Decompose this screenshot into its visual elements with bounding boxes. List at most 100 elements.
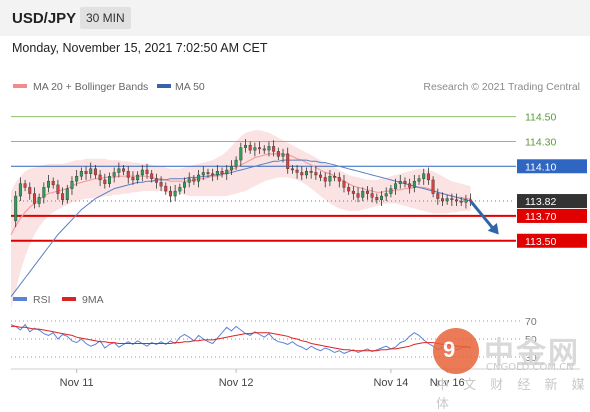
candle-body <box>197 174 201 182</box>
current-price-tag <box>517 194 587 209</box>
instrument-title: USD/JPY <box>12 10 77 27</box>
candle-body <box>51 180 55 186</box>
candle-body <box>356 193 360 198</box>
candle-body <box>304 171 308 176</box>
main-legend: MA 20 + Bollinger Bands MA 50 Research ©… <box>13 81 580 93</box>
candle-body <box>295 169 299 173</box>
rsi-ma-legend-swatch <box>62 297 76 301</box>
candle-body <box>267 146 271 151</box>
projection-arrow <box>469 200 499 235</box>
x-tick-label-2: Nov 14 <box>373 377 408 389</box>
candle-body <box>262 148 266 151</box>
candle-body <box>281 153 285 157</box>
candle-body <box>384 193 388 197</box>
candle-body <box>164 185 168 192</box>
x-tick-label-1: Nov 12 <box>219 377 254 389</box>
support-label-5: 113.50 <box>525 236 556 248</box>
watermark-tagline: 中 文 财 经 新 媒 体 <box>436 378 590 412</box>
candle-body <box>319 174 323 178</box>
rsi-tick-0: 70 <box>525 316 537 328</box>
candle-body <box>14 195 18 222</box>
projection-arrow-head <box>487 223 499 235</box>
rsi-legend-swatch <box>13 297 27 301</box>
candle-body <box>65 188 69 200</box>
candle-body <box>365 190 369 194</box>
projection-arrow-shaft <box>469 200 496 232</box>
candle-body <box>136 174 140 181</box>
candle-body <box>450 198 454 200</box>
candle-body <box>150 173 154 179</box>
candle-body <box>23 183 27 188</box>
candle-body <box>253 147 257 151</box>
candle-body <box>426 173 430 181</box>
watermark-brand: 中金网 <box>484 336 580 371</box>
candle-body <box>215 171 219 176</box>
x-tick-label-0: Nov 11 <box>60 377 94 389</box>
candle-body <box>445 198 449 202</box>
candle-body <box>32 193 36 204</box>
support-tag-5 <box>517 233 587 248</box>
timeframe-badge[interactable]: 30 MIN <box>80 7 131 29</box>
bollinger-bands <box>11 130 471 309</box>
x-axis: Nov 11 Nov 12 Nov 14 Nov 16 <box>60 369 465 389</box>
candle-body <box>89 168 93 174</box>
candle-body <box>18 183 22 197</box>
rsi-tick-2: 30 <box>525 352 537 364</box>
candle-body <box>187 178 191 183</box>
candle-body <box>42 187 46 198</box>
candle-body <box>440 198 444 202</box>
candle-body <box>398 180 402 184</box>
ma50-legend-label: MA 50 <box>175 81 205 93</box>
watermark-url: CNGOLD.COM.CN <box>486 362 574 373</box>
candle-body <box>103 179 107 184</box>
candle-body <box>159 182 163 187</box>
candle-body <box>361 190 365 198</box>
candle-body <box>459 200 463 203</box>
candle-body <box>351 190 355 194</box>
candle-body <box>140 169 144 176</box>
rsi-line <box>10 323 471 354</box>
candle-body <box>117 168 121 173</box>
candle-body <box>403 180 407 184</box>
candle-body <box>234 159 238 167</box>
resistance-label-1: 114.30 <box>525 136 556 148</box>
candle-body <box>28 187 32 194</box>
candle-body <box>375 197 379 200</box>
research-credit: Research © 2021 Trading Central <box>423 81 580 93</box>
candle-body <box>300 172 304 176</box>
candle-body <box>112 172 116 177</box>
candle-body <box>337 177 341 182</box>
resistance-label-0: 114.50 <box>525 112 556 124</box>
candle-body <box>108 176 111 184</box>
candlesticks <box>14 138 473 228</box>
candle-body <box>389 188 393 194</box>
pivot-label: 114.10 <box>525 161 556 173</box>
candle-body <box>258 147 262 150</box>
chart-datetime: Monday, November 15, 2021 7:02:50 AM CET <box>12 41 268 55</box>
candle-body <box>98 174 102 181</box>
candle-body <box>239 147 243 161</box>
ma20-legend-label: MA 20 + Bollinger Bands <box>33 81 148 93</box>
candle-body <box>314 172 318 176</box>
candle-body <box>173 190 177 197</box>
candle-body <box>145 169 149 174</box>
candle-body <box>168 190 172 197</box>
candle-body <box>84 171 88 174</box>
candle-body <box>70 180 74 189</box>
rsi-ma-line <box>11 325 471 352</box>
candle-body <box>206 172 210 174</box>
pivot-tag <box>517 159 587 174</box>
candle-body <box>394 183 398 189</box>
candle-body <box>370 193 374 198</box>
candle-body <box>211 173 215 176</box>
candle-body <box>422 173 426 179</box>
candle-body <box>323 177 327 182</box>
level-labels: 114.50 114.30 114.10 113.82 113.70 113.50 <box>517 112 587 248</box>
candle-body <box>412 180 416 188</box>
candle-body <box>229 166 233 171</box>
candle-body <box>328 176 332 182</box>
candle-body <box>408 183 412 188</box>
candle-body <box>178 187 182 192</box>
candle-body <box>272 146 276 152</box>
candle-body <box>436 193 440 199</box>
